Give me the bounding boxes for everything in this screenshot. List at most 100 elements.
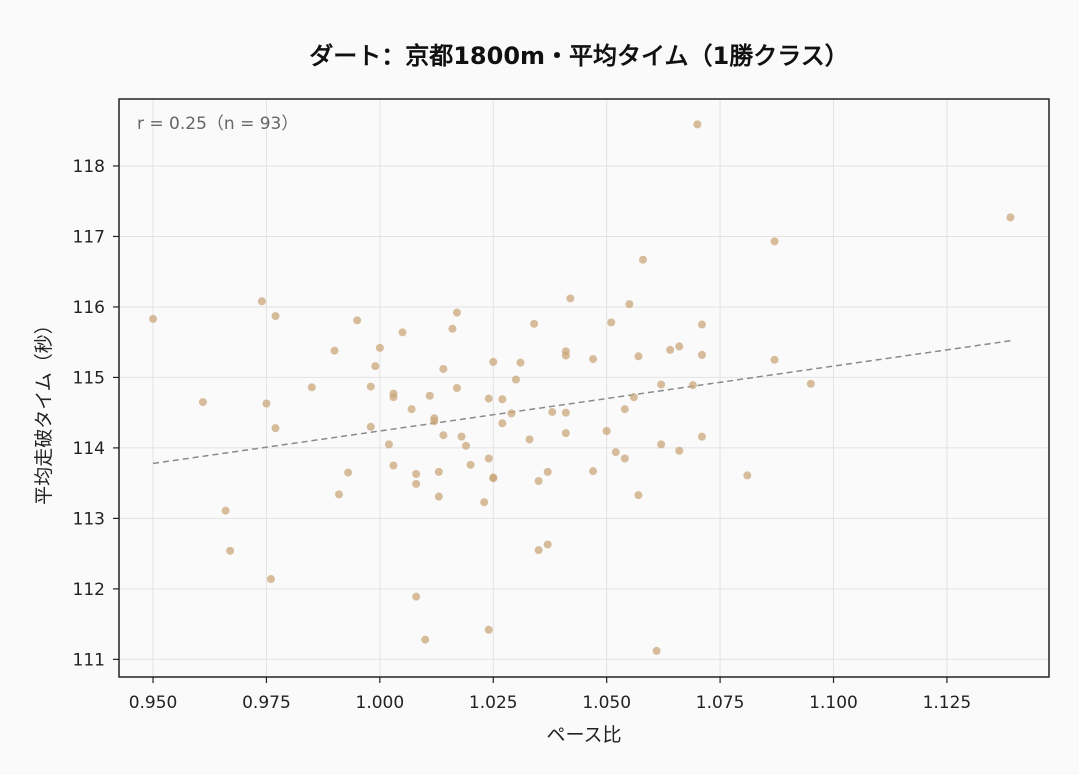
data-point <box>697 350 706 359</box>
data-point <box>770 237 779 246</box>
data-point <box>398 328 407 337</box>
data-point <box>366 422 375 431</box>
data-point <box>561 408 570 417</box>
x-tick-label: 1.100 <box>809 693 858 713</box>
plot-frame <box>118 98 1050 678</box>
data-point <box>262 399 271 408</box>
data-point <box>543 467 552 476</box>
data-point <box>534 546 543 555</box>
data-point <box>271 424 280 433</box>
data-point <box>307 383 316 392</box>
data-point <box>498 395 507 404</box>
data-point <box>484 454 493 463</box>
data-point <box>611 448 620 457</box>
data-point <box>366 382 375 391</box>
x-tick-label: 1.050 <box>582 693 631 713</box>
x-tick-label: 1.025 <box>469 693 518 713</box>
data-point <box>466 460 475 469</box>
data-point <box>534 477 543 486</box>
data-point <box>412 592 421 601</box>
data-point <box>543 540 552 549</box>
grid-lines <box>119 99 1049 677</box>
data-point <box>634 352 643 361</box>
data-point <box>634 491 643 500</box>
data-point <box>511 375 520 384</box>
data-point <box>226 546 235 555</box>
data-point <box>697 432 706 441</box>
data-point <box>602 426 611 435</box>
data-point <box>266 575 275 584</box>
data-point <box>688 381 697 390</box>
data-point <box>425 391 434 400</box>
data-point <box>561 429 570 438</box>
data-point <box>770 355 779 364</box>
y-tick-label: 113 <box>73 509 105 529</box>
data-point <box>507 409 516 418</box>
data-point <box>489 473 498 482</box>
y-tick-label: 111 <box>73 650 105 670</box>
data-point <box>448 324 457 333</box>
data-point <box>1006 213 1015 222</box>
data-point <box>434 467 443 476</box>
data-point <box>607 318 616 327</box>
x-tick-label: 1.000 <box>356 693 405 713</box>
data-point <box>198 398 207 407</box>
data-point <box>589 467 598 476</box>
y-axis-label: 平均走破タイム（秒） <box>33 315 55 505</box>
x-tick-label: 0.950 <box>129 693 178 713</box>
x-tick-label: 0.975 <box>242 693 291 713</box>
data-point <box>525 435 534 444</box>
data-point <box>589 355 598 364</box>
data-point <box>257 297 266 306</box>
y-tick-label: 114 <box>73 439 105 459</box>
data-point <box>484 394 493 403</box>
data-point <box>480 498 489 507</box>
x-axis-label: ペース比 <box>546 724 621 746</box>
data-point <box>353 316 362 325</box>
data-point <box>430 417 439 426</box>
data-point <box>806 379 815 388</box>
data-point <box>149 314 158 323</box>
data-point <box>335 490 344 499</box>
trend-line <box>152 340 1011 465</box>
y-tick-label: 118 <box>73 157 105 177</box>
data-point <box>693 120 702 129</box>
y-tick-label: 116 <box>73 298 105 318</box>
data-point <box>629 393 638 402</box>
data-point <box>457 432 466 441</box>
data-point <box>625 300 634 309</box>
y-tick-label: 117 <box>73 227 105 247</box>
data-point <box>484 625 493 634</box>
data-point <box>384 440 393 449</box>
data-point <box>566 294 575 303</box>
data-point <box>530 319 539 328</box>
data-point <box>452 384 461 392</box>
data-point <box>652 646 661 655</box>
data-point <box>389 461 398 470</box>
data-point <box>407 405 416 414</box>
data-point <box>498 419 507 428</box>
data-point <box>330 346 339 355</box>
data-point <box>439 431 448 440</box>
chart-title: ダート：京都1800m・平均タイム（1勝クラス） <box>309 42 849 70</box>
data-point <box>434 492 443 501</box>
data-point <box>452 308 461 317</box>
x-tick-label: 1.125 <box>923 693 972 713</box>
data-point <box>743 471 752 480</box>
data-point <box>344 468 353 477</box>
data-point <box>548 407 557 416</box>
y-tick-label: 112 <box>73 580 105 600</box>
data-point <box>375 343 384 352</box>
x-tick-label: 1.075 <box>696 693 745 713</box>
data-point <box>666 345 675 354</box>
correlation-annotation: r = 0.25（n = 93） <box>137 114 298 134</box>
data-points <box>149 120 1015 655</box>
x-axis-ticks: 0.950 0.975 1.000 1.025 1.050 1.075 1.100 1.125 <box>129 677 972 713</box>
data-point <box>516 358 525 367</box>
data-point <box>561 347 570 356</box>
data-point <box>657 380 666 389</box>
data-point <box>389 393 398 402</box>
data-point <box>462 441 471 450</box>
data-point <box>371 362 380 371</box>
data-point <box>675 342 684 351</box>
